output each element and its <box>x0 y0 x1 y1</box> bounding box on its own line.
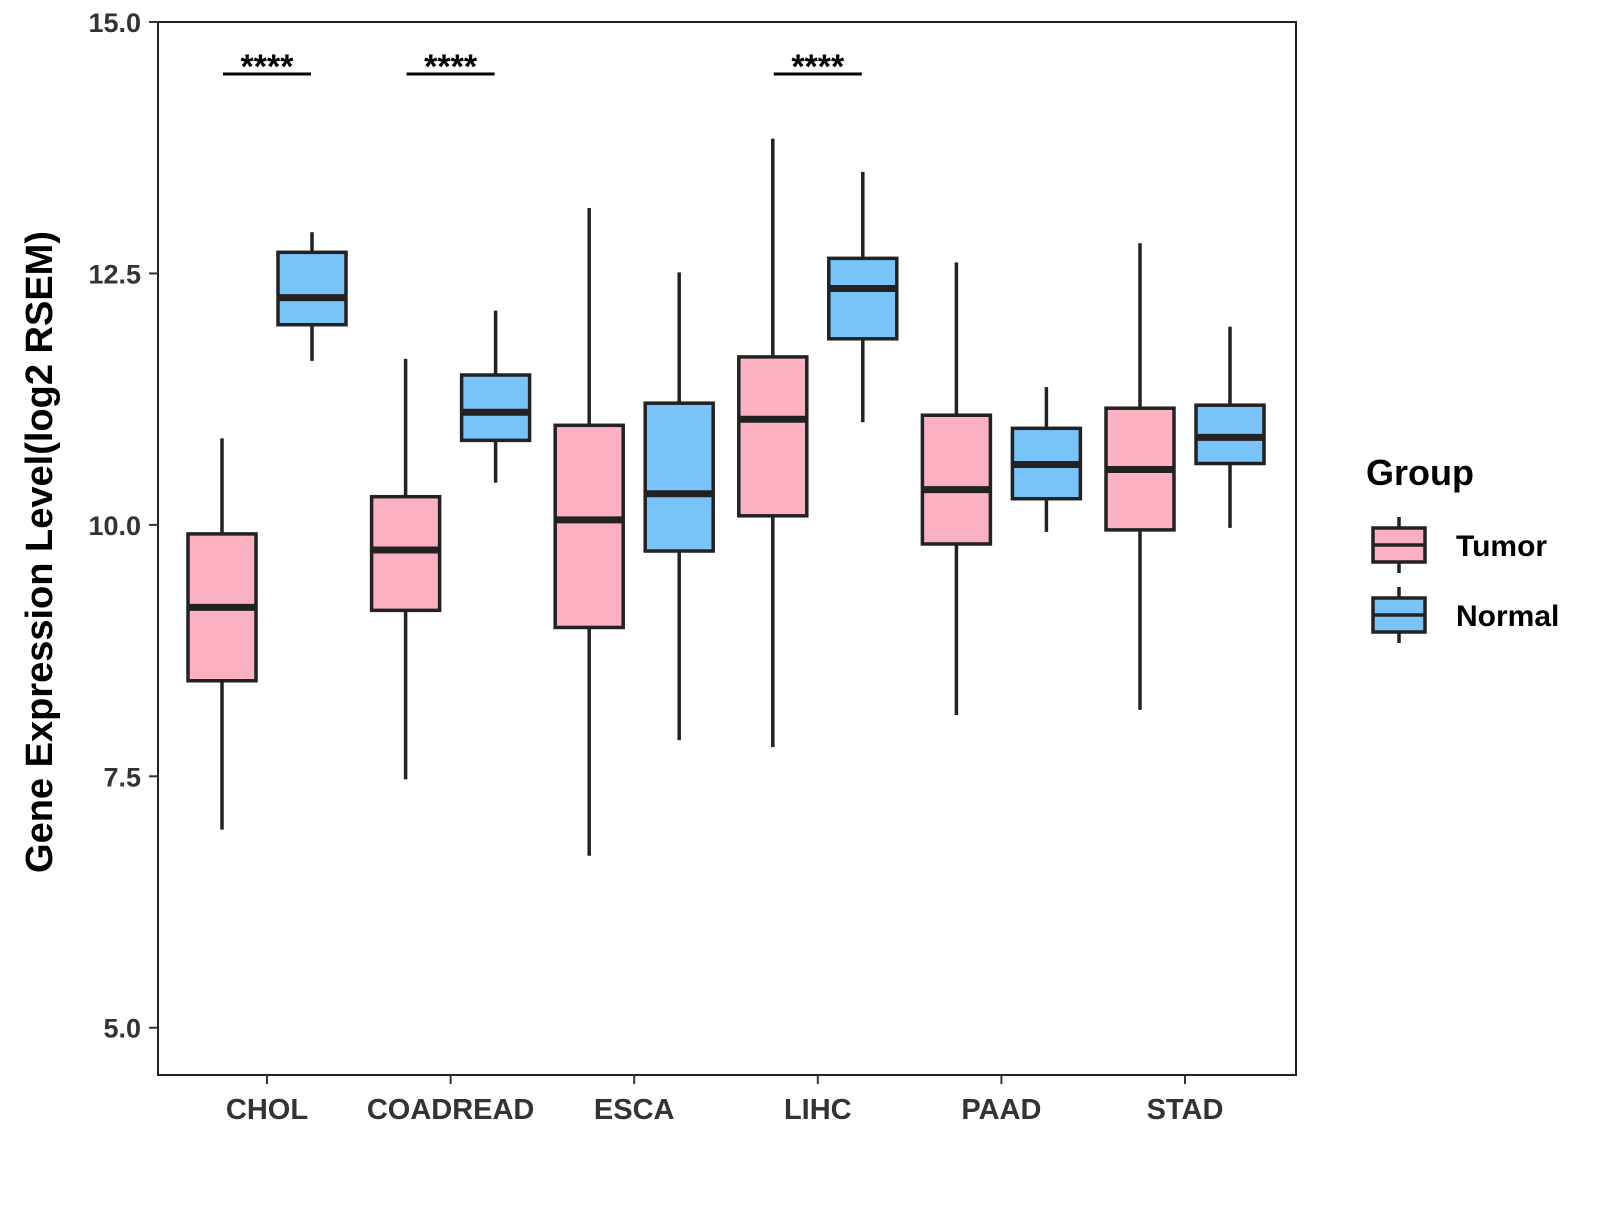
x-tick-label: LIHC <box>784 1094 852 1126</box>
box-body <box>737 355 809 518</box>
box-body <box>276 250 348 327</box>
x-tick-label: CHOL <box>226 1094 308 1126</box>
y-axis-title: Gene Expression Level(log2 RSEM) <box>19 231 61 873</box>
box-normal-esca <box>643 272 715 741</box>
x-tick-label: COADREAD <box>367 1094 535 1126</box>
box-body <box>459 373 532 443</box>
box-normal-chol <box>276 232 348 361</box>
legend-title: Group <box>1366 452 1474 493</box>
legend-key-tumor <box>1371 517 1427 573</box>
legend-label-tumor: Tumor <box>1456 530 1547 563</box>
significance-annotations: **** **** **** <box>223 48 862 86</box>
y-tick-label: 10.0 <box>88 511 141 541</box>
legend-key-normal <box>1371 587 1427 643</box>
x-tick-label: PAAD <box>961 1094 1041 1126</box>
box-tumor-paad <box>920 262 993 715</box>
plot-panel-border <box>157 21 1297 1076</box>
x-tick-label: ESCA <box>594 1094 675 1126</box>
box-body <box>553 423 625 630</box>
box-tumor-esca <box>553 208 625 856</box>
box-tumor-coadread <box>369 358 442 780</box>
legend: Group Tumor Normal <box>1366 452 1559 643</box>
box-normal-stad <box>1194 326 1266 528</box>
box-body <box>827 256 899 341</box>
box-tumor-lihc <box>737 138 809 748</box>
box-normal-coadread <box>459 310 532 483</box>
y-tick-label: 12.5 <box>88 259 141 289</box>
box-normal-lihc <box>827 171 899 423</box>
x-axis: CHOL COADREAD ESCA LIHC PAAD STAD <box>226 1075 1223 1126</box>
significance-label: **** <box>241 48 295 86</box>
significance-label: **** <box>424 48 478 86</box>
legend-label-normal: Normal <box>1456 600 1559 633</box>
box-body <box>920 413 993 546</box>
box-normal-paad <box>1010 387 1083 532</box>
plot-panel <box>157 21 1297 1076</box>
box-body <box>643 401 715 553</box>
box-tumor-stad <box>1104 243 1176 710</box>
y-axis: 5.0 7.5 10.0 12.5 15.0 <box>88 8 158 1044</box>
significance-label: **** <box>791 48 845 86</box>
y-tick-label: 5.0 <box>103 1014 141 1044</box>
y-tick-label: 15.0 <box>88 8 141 38</box>
box-series <box>186 138 1266 856</box>
x-tick-label: STAD <box>1147 1094 1224 1126</box>
box-tumor-chol <box>186 438 258 830</box>
box-body <box>369 494 442 613</box>
y-tick-label: 7.5 <box>103 762 141 792</box>
